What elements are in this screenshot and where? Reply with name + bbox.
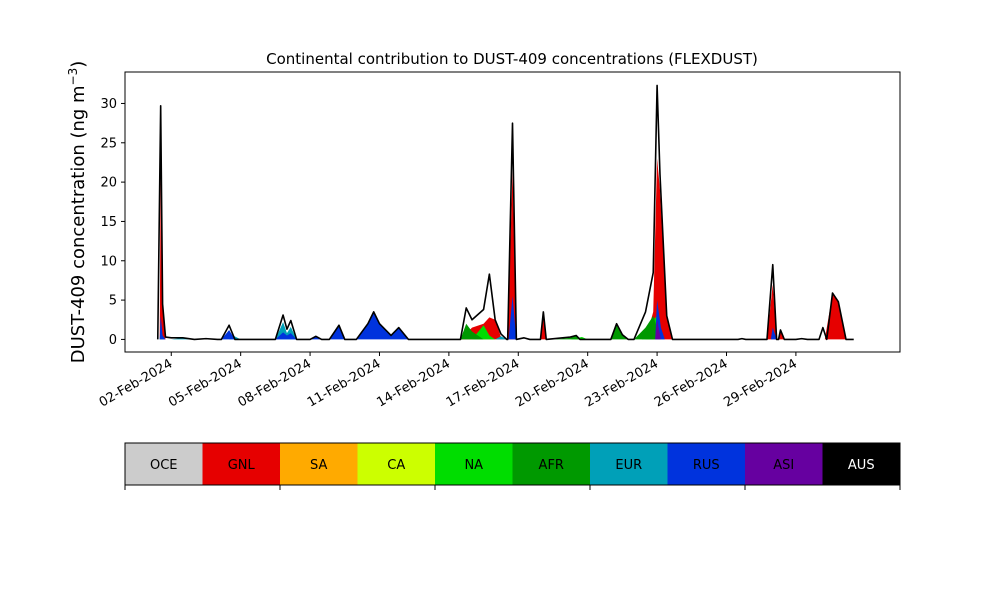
x-tick-label: 29-Feb-2024 <box>721 356 800 410</box>
legend-label-ca: CA <box>387 458 405 473</box>
y-tick-label: 30 <box>100 97 117 112</box>
legend-swatch-aus <box>822 443 900 485</box>
y-tick-label: 10 <box>100 254 117 269</box>
y-axis-label: DUST-409 concentration (ng m−3) <box>66 61 89 364</box>
legend-label-sa: SA <box>310 458 327 473</box>
legend-colorbar: OCE GNL SA CA NA AFR EUR RUS ASI AUS <box>124 442 901 490</box>
x-tick-label: 26-Feb-2024 <box>652 356 731 410</box>
legend-frame <box>124 442 901 486</box>
series-layer <box>159 158 847 340</box>
y-axis-label-text: DUST-409 concentration (ng m <box>68 85 89 363</box>
legend-swatch-rus <box>667 443 745 485</box>
legend-swatch-afr <box>512 443 590 485</box>
plot-frame <box>124 71 901 353</box>
y-tick-label: 25 <box>100 136 117 151</box>
legend-label-asi: ASI <box>773 458 794 473</box>
total-layer <box>156 84 854 341</box>
y-axis-label-superscript: −3 <box>66 68 80 86</box>
y-tick-label: 5 <box>109 294 117 309</box>
legend-swatch-sa <box>280 443 358 485</box>
x-tick-label: 11-Feb-2024 <box>305 356 384 410</box>
y-axis: 0 5 10 15 20 25 30 <box>100 97 125 348</box>
legend-swatch-asi <box>745 443 823 485</box>
x-tick-label: 02-Feb-2024 <box>97 356 176 410</box>
legend-label-rus: RUS <box>693 458 720 473</box>
y-axis-label-close: ) <box>68 61 89 68</box>
total-line <box>156 84 854 341</box>
series-area-eur <box>159 322 661 340</box>
x-tick-label: 14-Feb-2024 <box>374 356 453 410</box>
chart-title: Continental contribution to DUST-409 con… <box>266 50 758 68</box>
x-axis: 02-Feb-202405-Feb-202408-Feb-202411-Feb-… <box>97 352 800 410</box>
x-tick-label: 17-Feb-2024 <box>444 356 523 410</box>
series-area-gnl <box>159 158 847 340</box>
legend-swatch-eur <box>590 443 668 485</box>
x-tick-label: 23-Feb-2024 <box>583 356 662 410</box>
y-tick-label: 20 <box>100 176 117 191</box>
legend-label-oce: OCE <box>150 458 178 473</box>
y-tick-label: 0 <box>109 333 117 348</box>
x-tick-label: 05-Feb-2024 <box>166 356 245 410</box>
legend-swatch-ca <box>357 443 435 485</box>
y-tick-label: 15 <box>100 215 117 230</box>
legend-label-gnl: GNL <box>228 458 256 473</box>
legend-label-afr: AFR <box>539 458 564 473</box>
legend-swatch-na <box>435 443 513 485</box>
series-area-afr <box>460 315 661 340</box>
legend-label-eur: EUR <box>615 458 642 473</box>
legend-swatch-oce <box>125 443 203 485</box>
legend-label-na: NA <box>464 458 483 473</box>
plot-area <box>156 84 854 341</box>
legend-swatch-gnl <box>202 443 280 485</box>
legend-label-aus: AUS <box>848 458 875 473</box>
x-tick-label: 20-Feb-2024 <box>513 356 592 410</box>
x-tick-label: 08-Feb-2024 <box>236 356 315 410</box>
series-area-na <box>472 315 663 340</box>
series-area-asi <box>655 319 661 340</box>
